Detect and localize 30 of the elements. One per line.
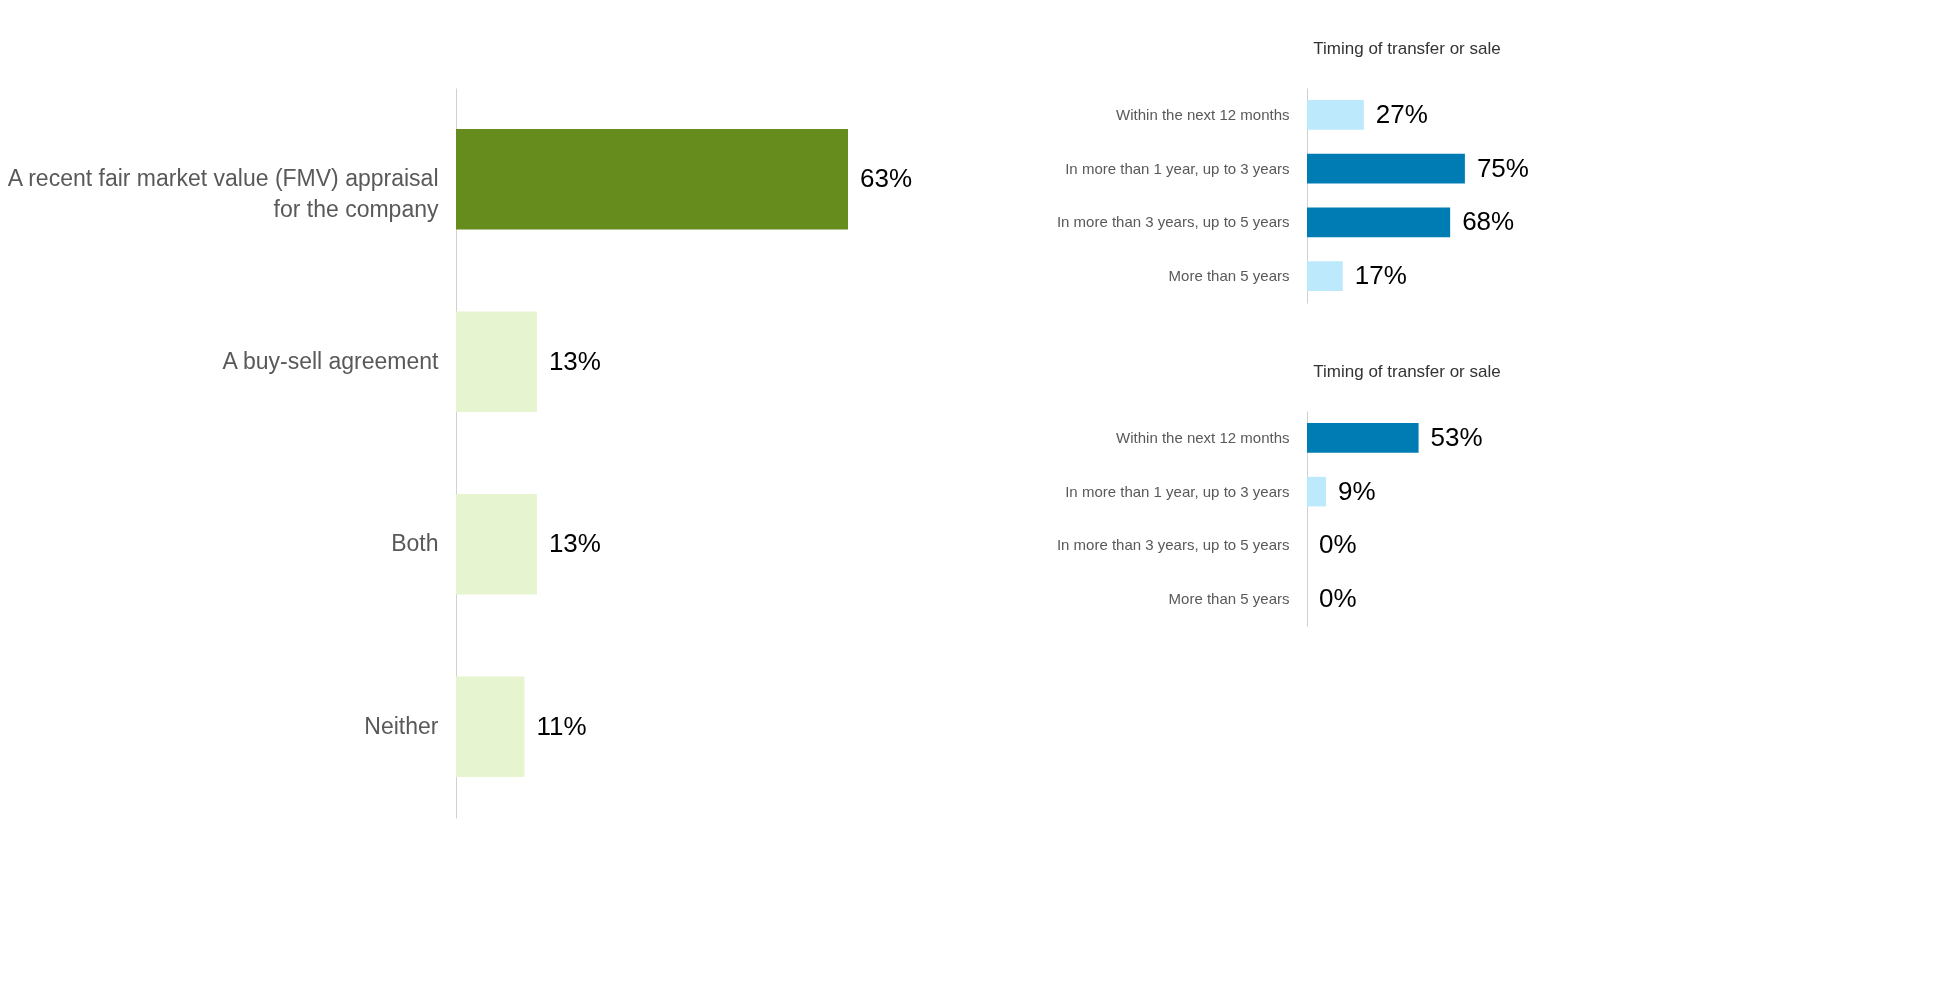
- data-label: 27%: [1375, 98, 1428, 129]
- y-tick-label: Both: [391, 530, 439, 557]
- data-label: 9%: [1337, 475, 1376, 506]
- y-tick-label: In more than 3 years, up to 5 years: [1056, 213, 1290, 231]
- data-label: 75%: [1476, 152, 1529, 183]
- y-tick-label: Within the next 12 months: [1116, 105, 1290, 123]
- data-label: 63%: [860, 163, 913, 194]
- chart-title: Timing of transfer or sale: [1313, 362, 1501, 381]
- data-label: 11%: [536, 710, 587, 741]
- bar: [1307, 207, 1451, 238]
- y-tick-label: More than 5 years: [1168, 590, 1290, 608]
- y-tick-label: In more than 1 year, up to 3 years: [1065, 482, 1290, 500]
- data-label: 13%: [548, 345, 601, 376]
- data-label: 0%: [1319, 583, 1357, 614]
- y-tick-label: Within the next 12 months: [1116, 428, 1290, 446]
- data-label: 17%: [1354, 260, 1407, 291]
- y-tick-label: A recent fair market value (FMV) appraisal for the company: [7, 165, 439, 223]
- data-label: 68%: [1462, 206, 1515, 237]
- chart-title: Timing of transfer or sale: [1313, 39, 1501, 58]
- data-label: 53%: [1430, 421, 1483, 452]
- data-label: 0%: [1319, 529, 1357, 560]
- bar: [1307, 100, 1364, 130]
- bar: [1307, 153, 1465, 184]
- y-tick-label: Neither: [364, 712, 439, 739]
- data-label: 13%: [548, 528, 601, 559]
- y-tick-label: In more than 3 years, up to 5 years: [1056, 536, 1290, 554]
- y-tick-label: In more than 1 year, up to 3 years: [1065, 159, 1290, 177]
- y-tick-label: More than 5 years: [1168, 267, 1290, 285]
- bar: [1307, 261, 1343, 291]
- y-tick-label: A buy-sell agreement: [222, 347, 440, 374]
